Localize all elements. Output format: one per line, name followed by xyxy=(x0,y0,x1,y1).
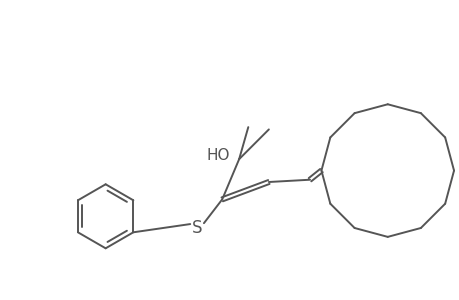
Text: S: S xyxy=(191,219,202,237)
Text: HO: HO xyxy=(206,148,230,163)
